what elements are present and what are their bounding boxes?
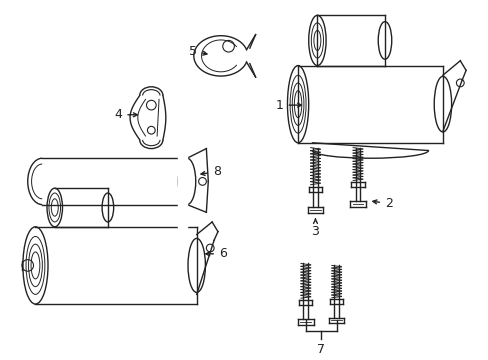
Text: 4: 4 [114, 108, 137, 121]
Text: 1: 1 [275, 99, 301, 112]
Text: 3: 3 [311, 219, 319, 238]
Text: 2: 2 [372, 197, 392, 210]
Text: 6: 6 [205, 247, 226, 260]
Text: 8: 8 [201, 165, 221, 178]
Text: 7: 7 [317, 343, 325, 356]
Polygon shape [178, 135, 187, 228]
Text: 5: 5 [188, 45, 206, 58]
